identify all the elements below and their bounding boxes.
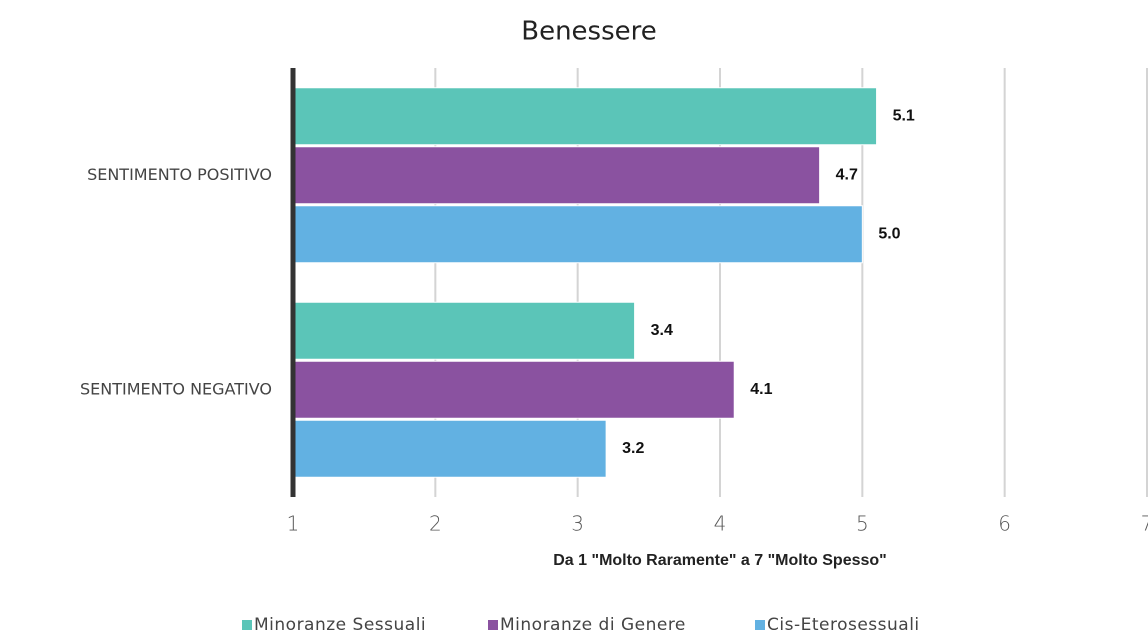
- x-tick-label: 2: [429, 512, 442, 536]
- chart-title: Benessere: [521, 17, 657, 47]
- x-tick-label: 7: [1141, 512, 1148, 536]
- x-axis-label: Da 1 "Molto Raramente" a 7 "Molto Spesso…: [553, 552, 887, 569]
- data-label: 4.1: [750, 381, 772, 398]
- x-tick-label: 6: [998, 512, 1011, 536]
- data-label: 3.4: [651, 322, 673, 339]
- bar: [292, 146, 821, 205]
- legend-swatch: [755, 620, 765, 630]
- bar: [292, 419, 607, 478]
- bar: [292, 87, 878, 146]
- legend-swatch: [242, 620, 252, 630]
- x-tick-label: 3: [571, 512, 584, 536]
- data-label: 4.7: [836, 166, 858, 183]
- y-tick-label: SENTIMENTO POSITIVO: [87, 165, 272, 184]
- data-label: 5.0: [878, 225, 900, 242]
- bar: [292, 205, 863, 264]
- x-tick-label: 1: [287, 512, 300, 536]
- x-tick-label: 4: [714, 512, 727, 536]
- bar: [292, 360, 735, 419]
- x-tick-label: 5: [856, 512, 869, 536]
- bar: [292, 301, 636, 360]
- data-label: 5.1: [893, 107, 915, 124]
- legend-swatch: [488, 620, 498, 630]
- y-tick-label: SENTIMENTO NEGATIVO: [80, 379, 272, 398]
- legend-label: Minoranze Sessuali: [254, 615, 426, 632]
- data-label: 3.2: [622, 440, 644, 457]
- legend-label: Minoranze di Genere: [500, 615, 686, 632]
- legend-label: Cis-Eterosessuali: [767, 615, 920, 632]
